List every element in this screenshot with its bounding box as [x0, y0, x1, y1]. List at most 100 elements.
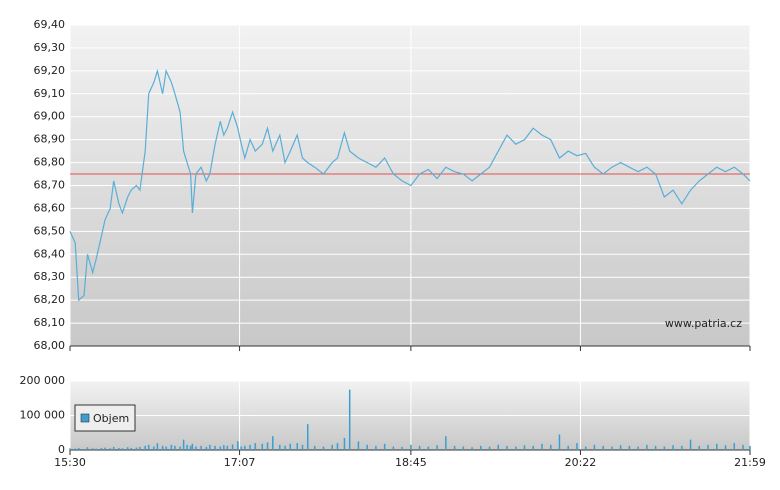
volume-bar	[698, 445, 701, 450]
volume-bar	[628, 445, 631, 450]
price-line	[69, 68, 751, 302]
volume-bar	[112, 446, 115, 450]
y-tick-label: 68,20	[34, 293, 66, 306]
volume-bar	[567, 445, 569, 450]
volume-bar	[83, 448, 85, 450]
volume-bar	[646, 444, 648, 450]
volume-bar	[453, 445, 456, 450]
volume-bar	[366, 444, 368, 450]
volume-bar	[331, 444, 333, 450]
y-tick-label: 68,60	[34, 201, 66, 214]
volume-bar	[322, 446, 325, 450]
volume-bar	[200, 445, 202, 450]
volume-bar	[343, 437, 346, 450]
volume-bar	[654, 445, 657, 450]
x-tick-label: 15:30	[54, 456, 86, 469]
volume-bar	[205, 446, 208, 450]
y-tick-label: 68,80	[34, 156, 66, 169]
volume-bar	[445, 436, 447, 450]
y-tick-label: 68,00	[34, 339, 66, 352]
volume-bar	[121, 448, 124, 450]
volume-bar	[602, 445, 604, 450]
volume-bar	[306, 424, 309, 450]
volume-bar	[189, 445, 192, 450]
volume-bar	[301, 444, 304, 450]
volume-bar	[249, 444, 251, 450]
y-tick-label: 68,40	[34, 247, 66, 260]
x-tick-label: 18:45	[395, 456, 427, 469]
legend-swatch	[80, 413, 90, 423]
volume-bar	[237, 441, 239, 450]
volume-bar	[410, 444, 412, 450]
volume-bar	[336, 443, 339, 450]
y-tick-label: 68,10	[34, 316, 66, 329]
volume-bar	[69, 448, 71, 450]
y-tick-label: 100 000	[20, 409, 66, 422]
volume-bar	[254, 443, 257, 450]
volume-bar	[104, 447, 106, 450]
volume-bar	[357, 441, 360, 450]
legend-label: Objem	[93, 412, 129, 425]
volume-bar	[418, 445, 421, 450]
y-tick-label: 0	[58, 443, 65, 456]
volume-bar	[427, 446, 430, 450]
volume-bar	[593, 444, 596, 450]
volume-bar	[153, 446, 155, 450]
volume-bar	[214, 445, 216, 450]
x-tick-label: 17:07	[224, 456, 256, 469]
volume-bar	[401, 446, 403, 450]
y-tick-label: 69,30	[34, 41, 66, 54]
volume-bar	[541, 443, 543, 450]
volume-bar	[165, 446, 167, 450]
volume-bar	[100, 447, 103, 450]
watermark: www.patria.cz	[665, 317, 742, 330]
volume-bar	[462, 446, 465, 450]
volume-bar	[480, 445, 482, 450]
volume-bar	[436, 445, 438, 450]
volume-bar	[497, 444, 500, 450]
y-tick-label: 68,70	[34, 179, 66, 192]
volume-bar	[506, 445, 508, 450]
volume-bar	[74, 448, 76, 450]
volume-bar	[161, 445, 164, 450]
volume-bar	[733, 443, 736, 450]
volume-bar	[174, 445, 176, 450]
volume-bar	[147, 444, 150, 450]
volume-bar	[523, 445, 526, 450]
volume-bar	[144, 445, 146, 450]
volume-bar	[488, 446, 491, 450]
y-tick-label: 68,50	[34, 224, 66, 237]
y-tick-label: 68,90	[34, 133, 66, 146]
volume-bar	[742, 444, 744, 450]
volume-bar	[135, 447, 138, 450]
volume-bar	[261, 443, 264, 450]
volume-bar	[672, 445, 674, 450]
volume-bar	[223, 445, 225, 450]
volume-bar	[549, 444, 552, 450]
volume-bar	[471, 447, 473, 450]
volume-bar	[186, 444, 188, 450]
volume-bar	[576, 443, 578, 450]
volume-bar	[266, 442, 269, 450]
volume-bar	[348, 389, 351, 450]
volume-bar	[126, 447, 129, 450]
volume-bar	[392, 446, 395, 450]
volume-bar	[179, 446, 181, 450]
volume-bar	[375, 445, 377, 450]
volume-bar	[240, 446, 243, 450]
y-tick-label: 69,10	[34, 87, 66, 100]
y-tick-label: 69,20	[34, 64, 66, 77]
volume-bar	[749, 445, 751, 450]
volume-bar	[86, 447, 89, 450]
volume-bar	[156, 443, 159, 450]
volume-bar	[209, 444, 211, 450]
volume-bar	[182, 439, 185, 450]
volume-bar	[707, 444, 709, 450]
volume-bar	[663, 446, 666, 450]
volume-bar	[170, 444, 173, 450]
volume-bar	[118, 447, 120, 450]
volume-bar	[139, 446, 141, 450]
volume-bar	[226, 445, 229, 450]
y-tick-label: 68,30	[34, 270, 66, 283]
volume-bar	[272, 436, 274, 450]
